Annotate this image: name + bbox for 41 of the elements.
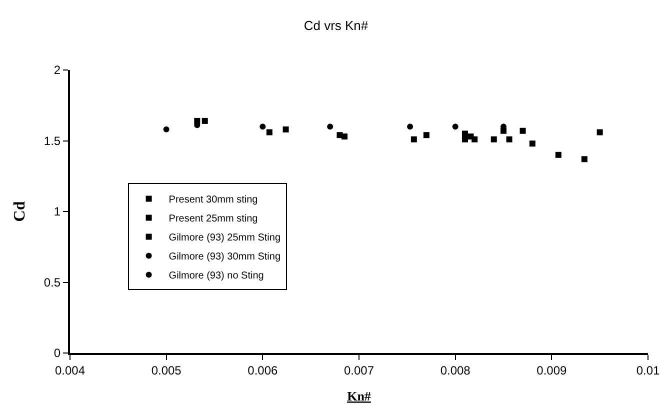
point [506,136,512,142]
x-tick-label: 0.009 [536,363,568,378]
x-tick-label: 0.01 [636,363,660,378]
point [342,134,348,140]
point [462,136,468,142]
y-tick-label: 0 [54,346,61,360]
chart-title: Cd vrs Kn# [304,18,369,33]
point [282,126,289,132]
point [407,124,414,130]
x-axis-title: Kn# [347,388,372,404]
point [490,136,497,142]
point [423,132,430,138]
legend-label: Present 25mm sting [168,214,258,225]
point [581,156,588,162]
point [327,124,334,130]
y-tick-label: 1.5 [44,134,61,148]
x-tick-label: 0.006 [248,363,278,378]
legend-label: Present 30mm sting [168,194,258,206]
legend-label: Gilmore (93) 25mm Sting [168,232,281,244]
point [468,134,474,140]
legend-label: Gilmore (93) no Sting [168,270,264,282]
y-tick-label: 1 [54,204,61,219]
point [163,126,170,132]
y-tick-label: 2 [54,63,61,78]
x-tick-label: 0.005 [151,363,182,378]
point [596,129,603,136]
y-tick-label: 0.5 [44,275,61,290]
point [520,128,526,134]
point [462,130,468,137]
x-tick-label: 0.007 [344,363,374,378]
point [260,124,266,130]
legend-label: Gilmore (93) 30mm Sting [168,252,281,263]
point [202,118,208,124]
y-axis-title: Cd [11,201,28,222]
point [529,140,536,147]
point [452,124,458,130]
x-tick-label: 0.004 [54,363,86,378]
point [266,129,272,136]
x-tick-label: 0.008 [440,363,471,378]
point [555,152,562,158]
point [410,136,417,142]
